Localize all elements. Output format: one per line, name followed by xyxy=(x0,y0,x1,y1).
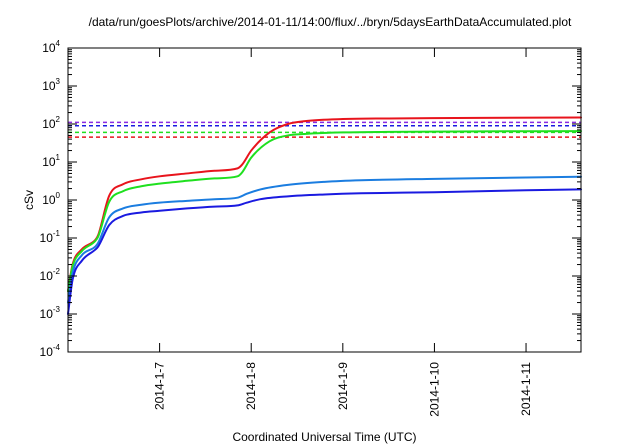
y-tick-label: 101 xyxy=(42,153,60,169)
x-tick-label: 2014-1-8 xyxy=(244,362,258,410)
reference-lines xyxy=(68,121,581,138)
x-axis-ticks: 2014-1-7 2014-1-8 2014-1-9 2014-1-10 2014-1-… xyxy=(153,48,533,417)
series-line xyxy=(67,175,582,304)
y-tick-label: 103 xyxy=(42,77,60,93)
y-tick-label: 10-3 xyxy=(40,305,61,321)
series-lines xyxy=(67,116,582,315)
y-tick-label: 10-1 xyxy=(40,229,61,245)
x-tick-label: 2014-1-11 xyxy=(519,362,533,416)
y-tick-label: 10-2 xyxy=(40,267,61,283)
y-axis-ticks: 10-4 10-3 10-2 10-1 100 101 102 103 104 xyxy=(40,39,581,359)
plot-frame xyxy=(67,47,582,353)
y-tick-label: 104 xyxy=(42,39,60,55)
y-tick-label: 100 xyxy=(42,191,60,207)
y-tick-label: 10-4 xyxy=(40,343,61,359)
x-tick-label: 2014-1-9 xyxy=(336,362,350,410)
y-axis-label: cSv xyxy=(22,190,36,210)
chart-title: /data/run/goesPlots/archive/2014-01-11/1… xyxy=(89,15,572,29)
x-tick-label: 2014-1-7 xyxy=(153,362,167,410)
series-line xyxy=(67,130,582,293)
x-tick-label: 2014-1-10 xyxy=(427,362,441,417)
y-tick-label: 102 xyxy=(42,115,60,131)
x-axis-label: Coordinated Universal Time (UTC) xyxy=(232,430,416,444)
series-line xyxy=(67,188,582,315)
